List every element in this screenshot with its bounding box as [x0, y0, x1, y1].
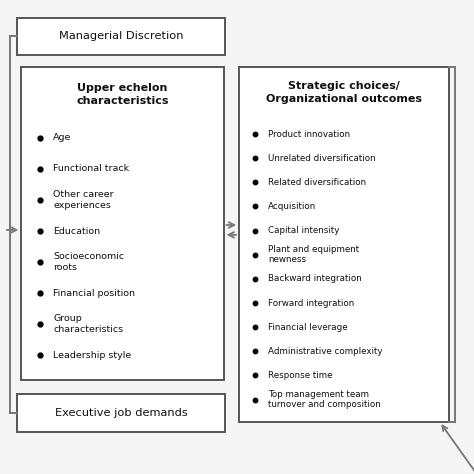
Text: Leadership style: Leadership style — [53, 351, 131, 360]
Text: Acquisition: Acquisition — [268, 202, 316, 211]
Text: Product innovation: Product innovation — [268, 129, 350, 138]
Bar — [18, 394, 225, 432]
Text: Response time: Response time — [268, 371, 332, 380]
Text: Education: Education — [53, 227, 100, 236]
Text: Unrelated diversification: Unrelated diversification — [268, 154, 375, 163]
Text: Related diversification: Related diversification — [268, 178, 366, 187]
Text: Capital intensity: Capital intensity — [268, 226, 339, 235]
Text: Plant and equipment
newness: Plant and equipment newness — [268, 245, 359, 264]
Text: Socioeconomic
roots: Socioeconomic roots — [53, 253, 124, 272]
Text: Managerial Discretion: Managerial Discretion — [59, 31, 183, 41]
Bar — [239, 67, 449, 422]
Bar — [18, 18, 225, 55]
Text: Executive job demands: Executive job demands — [55, 408, 187, 418]
Text: Functional track: Functional track — [53, 164, 129, 173]
Text: Top management team
turnover and composition: Top management team turnover and composi… — [268, 390, 381, 409]
Text: Other career
experiences: Other career experiences — [53, 191, 114, 210]
Text: Administrative complexity: Administrative complexity — [268, 347, 383, 356]
Text: Financial position: Financial position — [53, 289, 135, 298]
Text: Forward integration: Forward integration — [268, 299, 354, 308]
Text: Financial leverage: Financial leverage — [268, 323, 347, 332]
Text: Age: Age — [53, 134, 72, 143]
Text: Strategic choices/
Organizational outcomes: Strategic choices/ Organizational outcom… — [266, 82, 422, 104]
Text: Upper echelon
characteristics: Upper echelon characteristics — [76, 83, 169, 106]
Text: Backward integration: Backward integration — [268, 274, 362, 283]
Text: Group
characteristics: Group characteristics — [53, 314, 123, 334]
Bar — [21, 67, 224, 380]
